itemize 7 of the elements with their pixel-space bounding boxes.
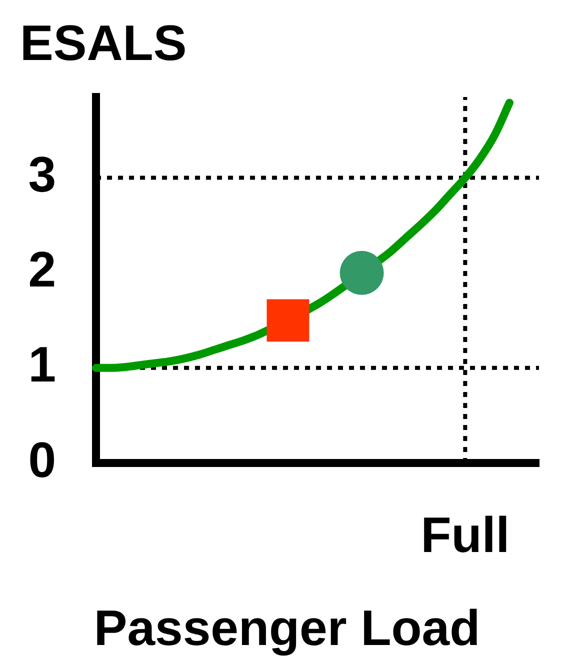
y-tick-label: 2	[28, 242, 56, 298]
x-axis-title: Passenger Load	[94, 600, 480, 656]
y-tick-label: 1	[28, 336, 56, 393]
y-axis-title: ESALS	[20, 15, 187, 71]
x-tick-label: Full	[420, 506, 510, 563]
y-tick-label: 0	[28, 432, 56, 488]
y-tick-label: 3	[28, 146, 56, 203]
